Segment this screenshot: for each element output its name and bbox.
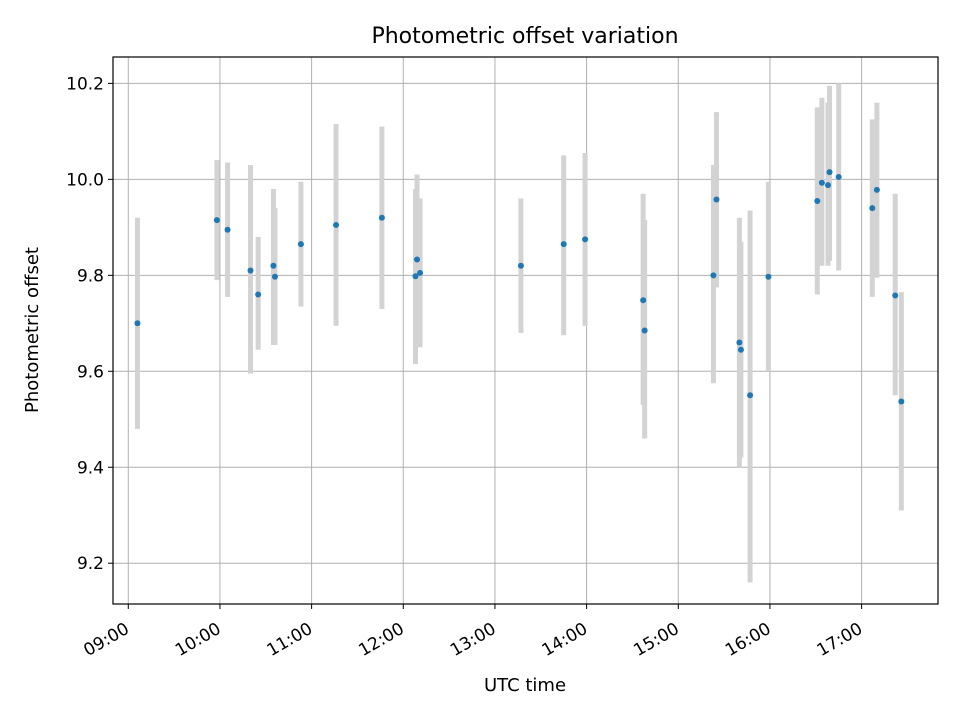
data-point [710,272,717,279]
y-tick-label: 10.2 [66,74,104,94]
data-point [560,241,567,248]
data-point [414,256,421,263]
data-point [898,398,905,405]
data-point [713,196,720,203]
data-point [412,273,419,280]
y-tick-label: 9.4 [77,458,104,478]
data-point [213,217,220,224]
data-point [582,236,589,243]
data-point [640,297,647,304]
data-point [417,269,424,276]
y-tick-label: 9.6 [77,362,104,382]
data-point [271,273,278,280]
data-point [835,173,842,180]
data-point [641,327,648,334]
data-point [818,179,825,186]
grid [113,57,938,604]
data-point [869,205,876,212]
data-point [765,273,772,280]
data-point [255,291,262,298]
chart-title: Photometric offset variation [371,24,678,49]
data-point [737,346,744,353]
data-point [333,221,340,228]
data-point [736,339,743,346]
y-axis-ticks: 9.2 9.4 9.6 9.8 10.0 10.2 [66,74,113,574]
data-point [270,262,277,269]
data-point [814,197,821,204]
data-point [873,186,880,193]
data-point [747,392,754,399]
data-point [224,226,231,233]
data-point [892,292,899,299]
data-point [297,241,304,248]
y-tick-label: 9.8 [77,266,104,286]
data-point [517,262,524,269]
plot-frame [112,56,939,605]
y-tick-label: 10.0 [66,170,104,190]
data-point [378,214,385,221]
data-point [826,169,833,176]
x-axis-label: UTC time [484,675,566,696]
data-points [134,169,905,405]
y-tick-label: 9.2 [77,554,104,574]
data-point [825,182,831,189]
data-point [134,320,141,327]
data-point [247,267,254,274]
y-axis-label: Photometric offset [22,247,43,413]
